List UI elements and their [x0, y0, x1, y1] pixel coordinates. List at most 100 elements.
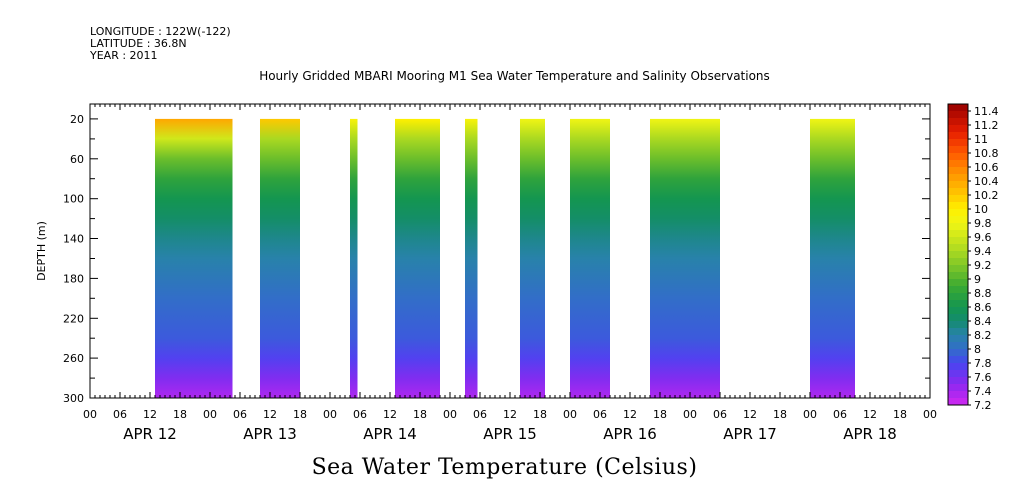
- colorbar-label: 9.4: [974, 245, 992, 258]
- x-tick-label: 12: [743, 408, 757, 421]
- day-label: APR 14: [363, 425, 417, 443]
- colorbar-label: 11.4: [974, 105, 999, 118]
- colorbar-segment: [948, 153, 968, 161]
- chart-title: Hourly Gridded MBARI Mooring M1 Sea Wate…: [259, 69, 770, 83]
- y-tick-label: 20: [70, 113, 84, 126]
- y-tick-label: 260: [63, 352, 84, 365]
- data-block: [570, 118, 610, 399]
- colorbar-segment: [948, 188, 968, 196]
- colorbar-segment: [948, 223, 968, 231]
- colorbar-label: 9.6: [974, 231, 992, 244]
- day-label: APR 15: [483, 425, 537, 443]
- y-tick-label: 220: [63, 312, 84, 325]
- colorbar: 11.411.21110.810.610.410.2109.89.69.49.2…: [947, 103, 999, 412]
- colorbar-frame: [947, 103, 969, 406]
- x-tick-label: 12: [383, 408, 397, 421]
- colorbar-segment: [948, 104, 968, 112]
- colorbar-segment: [948, 195, 968, 203]
- day-label: APR 12: [123, 425, 177, 443]
- x-tick-label: 18: [893, 408, 907, 421]
- colorbar-segment: [948, 286, 968, 294]
- colorbar-segment: [948, 293, 968, 301]
- colorbar-segment: [948, 314, 968, 322]
- colorbar-segment: [948, 363, 968, 371]
- x-tick-label: 12: [503, 408, 517, 421]
- data-blocks: [155, 118, 855, 399]
- x-tick-label: 00: [683, 408, 697, 421]
- y-axis-title: DEPTH (m): [35, 221, 48, 281]
- colorbar-segment: [948, 258, 968, 266]
- colorbar-segment: [948, 398, 968, 406]
- colorbar-segment: [948, 328, 968, 336]
- colorbar-label: 8.4: [974, 315, 992, 328]
- colorbar-segment: [948, 216, 968, 224]
- colorbar-segment: [948, 251, 968, 259]
- colorbar-label: 8.6: [974, 301, 992, 314]
- colorbar-segment: [948, 209, 968, 217]
- colorbar-segment: [948, 160, 968, 168]
- colorbar-label: 10.6: [974, 161, 999, 174]
- x-tick-label: 06: [713, 408, 727, 421]
- colorbar-segment: [948, 279, 968, 287]
- colorbar-segment: [948, 272, 968, 280]
- colorbar-segment: [948, 384, 968, 392]
- colorbar-segment: [948, 118, 968, 126]
- colorbar-label: 7.4: [974, 385, 992, 398]
- y-tick-label: 180: [63, 272, 84, 285]
- x-tick-label: 12: [863, 408, 877, 421]
- y-axis: 20 60 100 140 180 220 260 300: [63, 113, 930, 405]
- data-block: [650, 118, 720, 399]
- x-tick-label: 06: [113, 408, 127, 421]
- colorbar-segment: [948, 111, 968, 119]
- colorbar-segment: [948, 370, 968, 378]
- colorbar-label: 10.2: [974, 189, 999, 202]
- x-tick-label: 00: [803, 408, 817, 421]
- colorbar-segment: [948, 335, 968, 343]
- x-tick-label: 06: [833, 408, 847, 421]
- colorbar-label: 11.2: [974, 119, 999, 132]
- colorbar-label: 9: [974, 273, 981, 286]
- data-block: [395, 118, 440, 399]
- colorbar-segment: [948, 132, 968, 140]
- x-tick-label: 00: [563, 408, 577, 421]
- colorbar-segment: [948, 391, 968, 399]
- x-tick-label: 06: [353, 408, 367, 421]
- x-tick-label: 00: [83, 408, 97, 421]
- colorbar-segment: [948, 139, 968, 147]
- colorbar-label: 7.6: [974, 371, 992, 384]
- colorbar-label: 10: [974, 203, 988, 216]
- colorbar-segment: [948, 230, 968, 238]
- x-tick-label: 18: [773, 408, 787, 421]
- colorbar-segment: [948, 167, 968, 175]
- colorbar-segment: [948, 181, 968, 189]
- y-tick-label: 60: [70, 153, 84, 166]
- colorbar-segment: [948, 349, 968, 357]
- x-tick-label: 12: [623, 408, 637, 421]
- x-tick-label: 18: [293, 408, 307, 421]
- x-tick-label: 06: [233, 408, 247, 421]
- colorbar-label: 7.8: [974, 357, 992, 370]
- x-tick-label: 18: [653, 408, 667, 421]
- colorbar-label: 10.8: [974, 147, 999, 160]
- x-tick-label: 06: [473, 408, 487, 421]
- data-block: [155, 118, 233, 399]
- colorbar-segment: [948, 125, 968, 133]
- day-label: APR 16: [603, 425, 657, 443]
- x-axis-title: Sea Water Temperature (Celsius): [311, 455, 698, 480]
- colorbar-label: 8.8: [974, 287, 992, 300]
- colorbar-label: 8: [974, 343, 981, 356]
- day-label: APR 13: [243, 425, 297, 443]
- colorbar-segment: [948, 321, 968, 329]
- latitude-label: LATITUDE : 36.8N: [90, 37, 187, 50]
- colorbar-segment: [948, 377, 968, 385]
- y-tick-label: 300: [63, 392, 84, 405]
- x-tick-label: 12: [263, 408, 277, 421]
- x-tick-label: 00: [923, 408, 937, 421]
- colorbar-label: 11: [974, 133, 988, 146]
- data-block: [260, 118, 300, 399]
- colorbar-segment: [948, 342, 968, 350]
- colorbar-segment: [948, 146, 968, 154]
- y-tick-label: 140: [63, 233, 84, 246]
- x-tick-label: 00: [443, 408, 457, 421]
